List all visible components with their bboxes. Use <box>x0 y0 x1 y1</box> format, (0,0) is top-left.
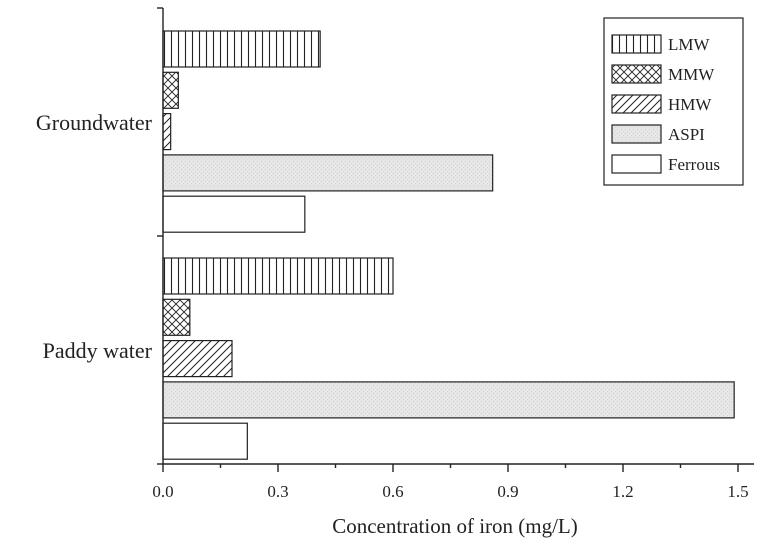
legend-label-lmw: LMW <box>668 35 711 54</box>
x-tick-label: 1.5 <box>727 482 748 501</box>
axes-layer <box>157 7 754 465</box>
bar-ferrous-paddy-water <box>162 422 248 460</box>
x-tick-label: 0.9 <box>497 482 518 501</box>
legend-swatch-lmw <box>611 34 662 54</box>
bars-layer <box>162 30 735 460</box>
legend: LMW MMW HMW ASPI Ferrous <box>603 17 744 186</box>
x-axis-title: Concentration of iron (mg/L) <box>332 514 578 538</box>
bar-lmw-groundwater <box>162 30 321 68</box>
x-ticks: 0.0 0.3 0.6 0.9 1.2 1.5 <box>152 464 749 501</box>
bar-ferrous-groundwater <box>162 195 306 233</box>
bar-mmw-groundwater <box>162 71 179 109</box>
bar-mmw-paddy-water <box>162 298 191 336</box>
legend-label-mmw: MMW <box>668 65 715 84</box>
legend-swatch-mmw <box>611 64 662 84</box>
category-label: Paddy water <box>43 338 153 363</box>
category-labels: Groundwater Paddy water <box>36 110 153 363</box>
x-tick-label: 0.6 <box>382 482 403 501</box>
x-tick-label: 1.2 <box>612 482 633 501</box>
bar-aspi-paddy-water <box>162 381 735 419</box>
legend-label-hmw: HMW <box>668 95 712 114</box>
x-tick-label: 0.3 <box>267 482 288 501</box>
bar-hmw-paddy-water <box>162 340 233 378</box>
bar-aspi-groundwater <box>162 154 494 192</box>
legend-swatch-aspi <box>611 124 662 144</box>
legend-swatch-ferrous <box>611 154 662 174</box>
bar-hmw-groundwater <box>162 112 172 151</box>
legend-swatch-hmw <box>611 94 662 114</box>
category-label: Groundwater <box>36 110 153 135</box>
legend-label-aspi: ASPI <box>668 125 705 144</box>
x-tick-label: 0.0 <box>152 482 173 501</box>
bar-lmw-paddy-water <box>162 257 394 295</box>
legend-label-ferrous: Ferrous <box>668 155 720 174</box>
